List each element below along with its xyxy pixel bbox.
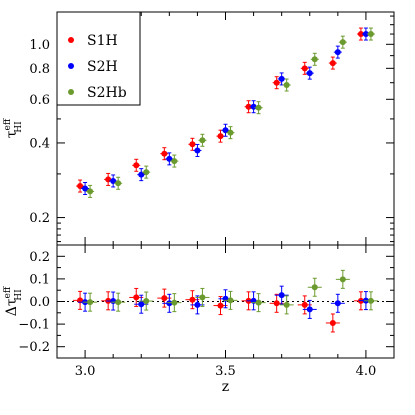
data-point — [278, 292, 285, 299]
data-point — [115, 299, 122, 306]
y-axis-title: ΔτeffHI — [3, 286, 24, 316]
data-point — [110, 298, 117, 305]
data-point — [301, 65, 308, 72]
data-point — [217, 302, 224, 309]
data-point — [301, 301, 308, 308]
data-point — [133, 162, 140, 169]
data-point — [189, 141, 196, 148]
data-point — [189, 296, 196, 303]
data-point — [138, 171, 145, 178]
y-tick-label: 0.0 — [29, 295, 50, 310]
data-point — [255, 104, 262, 111]
legend-box — [56, 11, 141, 106]
data-point — [82, 185, 89, 192]
data-point — [77, 183, 84, 190]
x-tick-label: 3.0 — [75, 364, 96, 379]
data-point — [339, 276, 346, 283]
data-point — [138, 301, 145, 308]
top-series-s2hb — [86, 27, 375, 198]
y-tick-label: 0.1 — [29, 272, 50, 287]
data-point — [329, 319, 336, 326]
data-point — [255, 299, 262, 306]
data-point — [227, 129, 234, 136]
legend-label: S1H — [87, 33, 118, 49]
top-series-s1h — [76, 27, 365, 193]
data-point — [171, 299, 178, 306]
data-point — [166, 300, 173, 307]
data-point — [273, 300, 280, 307]
data-point — [143, 298, 150, 305]
y-tick-label: 0.2 — [29, 250, 50, 265]
top-series-s2h — [81, 27, 370, 195]
data-point — [217, 133, 224, 140]
data-point — [166, 155, 173, 162]
data-point — [273, 79, 280, 86]
y-tick-label: 0.4 — [29, 136, 50, 151]
data-point — [306, 70, 313, 77]
data-point — [227, 297, 234, 304]
data-point — [222, 127, 229, 134]
data-point — [367, 31, 374, 38]
legend-label: S2H — [87, 59, 118, 75]
data-point — [250, 103, 257, 110]
legend-label: S2Hb — [87, 85, 127, 101]
data-point — [329, 60, 336, 67]
data-point — [115, 180, 122, 187]
data-point — [278, 75, 285, 82]
data-point — [171, 158, 178, 165]
data-point — [110, 177, 117, 184]
data-point — [334, 49, 341, 56]
data-point — [199, 137, 206, 144]
data-point — [133, 294, 140, 301]
legend-marker — [68, 89, 74, 95]
data-point — [199, 294, 206, 301]
data-point — [194, 147, 201, 154]
data-point — [194, 301, 201, 308]
data-point — [357, 31, 364, 38]
data-point — [311, 284, 318, 291]
bottom-series-s2h — [78, 285, 373, 319]
legend-marker — [68, 63, 74, 69]
bottom-series-s1h — [73, 287, 368, 333]
data-point — [143, 169, 150, 176]
legend: S1H S2H S2Hb — [56, 11, 141, 106]
bottom-series-s2hb — [83, 269, 378, 315]
data-point — [161, 150, 168, 157]
data-point — [161, 295, 168, 302]
data-point — [283, 301, 290, 308]
data-point — [362, 31, 369, 38]
data-point — [311, 56, 318, 63]
data-point — [283, 82, 290, 89]
legend-marker — [68, 37, 74, 43]
data-point — [339, 39, 346, 46]
data-point — [367, 297, 374, 304]
data-point — [87, 299, 94, 306]
x-axis-title: z — [222, 379, 229, 395]
data-point — [87, 188, 94, 195]
y-tick-label: 0.8 — [29, 62, 50, 77]
y-tick-label: −0.1 — [18, 318, 50, 333]
y-axis-title: τeffHI — [3, 118, 24, 138]
data-point — [306, 306, 313, 313]
y-tick-label: −0.2 — [18, 340, 50, 355]
y-tick-label: 0.2 — [29, 211, 50, 226]
x-tick-label: 4.0 — [356, 364, 377, 379]
y-tick-label: 0.6 — [29, 93, 50, 108]
data-point — [334, 300, 341, 307]
y-tick-label: 1.0 — [29, 38, 50, 53]
data-point — [245, 103, 252, 110]
x-tick-label: 3.5 — [215, 364, 236, 379]
